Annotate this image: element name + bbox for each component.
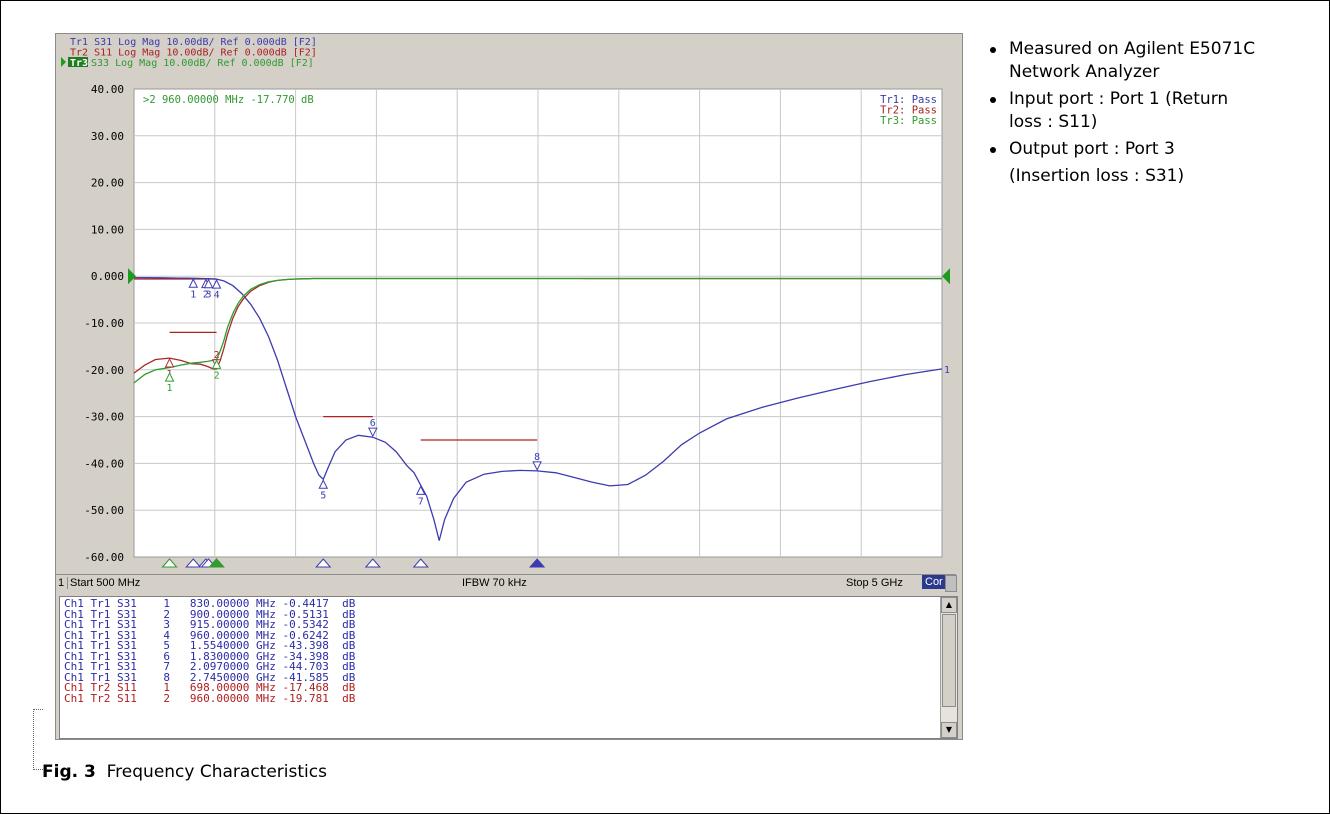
scroll-down-button[interactable]: ▼ <box>941 722 957 738</box>
y-tick-label: 10.00 <box>91 223 124 236</box>
axis-marker-indicator-icon[interactable] <box>364 558 381 568</box>
marker-table-row[interactable]: Ch1 Tr1 S31 8 2.7450000 GHz -41.585 dB <box>64 670 356 684</box>
marker-label: 1 <box>167 383 173 394</box>
status-bar: 1 Start 500 MHz IFBW 70 kHz Stop 5 GHz C… <box>56 574 957 592</box>
active-marker-readout: >2 960.00000 MHz -17.770 dB <box>143 94 314 106</box>
marker-label: 1 <box>190 289 196 300</box>
y-tick-label: 30.00 <box>91 130 124 143</box>
bullet-icon <box>990 97 996 103</box>
pass-status-label: Tr2: Pass <box>880 105 937 117</box>
marker-table-panel: Ch1 Tr1 S31 1 830.00000 MHz -0.4417 dB Ch… <box>59 596 958 739</box>
figure-caption: Fig. 3 Frequency Characteristics <box>42 762 327 782</box>
marker-triangle-icon[interactable] <box>415 485 426 495</box>
y-tick-label: 40.00 <box>91 83 124 96</box>
marker-label: 3 <box>205 290 211 301</box>
y-tick-label: 0.000 <box>91 270 124 283</box>
axis-marker-indicator-icon[interactable] <box>315 558 332 568</box>
note-text: Measured on Agilent E5071C <box>1009 39 1256 59</box>
marker-table-row[interactable]: Ch1 Tr1 S31 3 915.00000 MHz -0.5342 dB <box>64 618 356 631</box>
axis-marker-indicator-icon[interactable] <box>412 558 429 568</box>
marker-triangle-icon[interactable] <box>532 461 542 471</box>
series-line-s31 <box>133 276 943 541</box>
reference-right-arrow-icon <box>942 268 950 285</box>
marker-triangle-icon[interactable] <box>203 278 214 289</box>
axis-marker-indicator-icon[interactable] <box>161 558 178 568</box>
axis-marker-indicator-icon[interactable] <box>529 558 546 568</box>
marker-table-row[interactable]: Ch1 Tr1 S31 1 830.00000 MHz -0.4417 dB <box>64 597 356 610</box>
marker-label: 4 <box>214 290 220 301</box>
marker-label: 2 <box>214 370 220 381</box>
marker-triangle-icon[interactable] <box>211 359 222 369</box>
trace-header-tag: Tr3 <box>70 58 88 69</box>
y-tick-label: -20.00 <box>84 364 124 377</box>
correction-badge[interactable]: Cor <box>922 575 946 589</box>
marker-label: 2 <box>203 290 209 301</box>
y-tick-label: 20.00 <box>91 177 124 190</box>
marker-label: 6 <box>370 418 376 429</box>
y-tick-label: -30.00 <box>84 411 124 424</box>
marker-label: 5 <box>320 490 326 501</box>
active-trace-arrow-icon <box>61 57 66 67</box>
marker-table: Ch1 Tr1 S31 1 830.00000 MHz -0.4417 dB Ch… <box>64 597 934 705</box>
axis-marker-indicator-icon[interactable] <box>208 558 225 568</box>
pass-status-label: Tr3: Pass <box>880 115 937 127</box>
trace-header-label: S33 Log Mag 10.00dB/ Ref 0.000dB [F2] <box>91 58 314 69</box>
start-frequency: Start 500 MHz <box>70 577 141 589</box>
y-tick-label: -60.00 <box>84 551 124 564</box>
figure-number: Fig. 3 <box>42 762 96 782</box>
stop-frequency: Stop 5 GHz <box>846 577 903 589</box>
marker-triangle-icon[interactable] <box>211 279 222 289</box>
marker-table-row[interactable]: Ch1 Tr1 S31 6 1.8300000 GHz -34.398 dB <box>64 649 356 663</box>
marker-table-row[interactable]: Ch1 Tr1 S31 5 1.5540000 GHz -43.398 dB <box>64 639 356 652</box>
channel-number: 1 <box>58 577 69 589</box>
note-item-output-port: Output port : Port 3 <box>985 138 1315 161</box>
trace-header-label: Tr2 S11 Log Mag 10.00dB/ Ref 0.000dB [F2… <box>70 48 317 59</box>
y-tick-label: -40.00 <box>84 457 124 470</box>
bullet-icon <box>990 147 996 153</box>
bullet-icon <box>990 47 996 53</box>
marker-triangle-icon[interactable] <box>318 479 329 489</box>
marker-table-row[interactable]: Ch1 Tr2 S11 1 698.00000 MHz -17.468 dB <box>64 681 356 694</box>
note-text: Network Analyzer <box>1009 62 1160 82</box>
marker-label: 8 <box>534 452 540 463</box>
trace-end-label: 1 <box>944 365 950 376</box>
measurement-notes: Measured on Agilent E5071C Network Analyz… <box>985 38 1315 188</box>
marker-table-row[interactable]: Ch1 Tr2 S11 2 960.00000 MHz -19.781 dB <box>64 691 356 705</box>
marker-triangle-icon[interactable] <box>164 372 175 382</box>
scroll-up-button[interactable]: ▲ <box>941 597 957 613</box>
axis-marker-indicator-icon[interactable] <box>185 558 202 568</box>
ifbw-readout: IFBW 70 kHz <box>462 577 527 589</box>
series-line-s33 <box>133 277 942 384</box>
scroll-thumb[interactable] <box>942 614 956 707</box>
caption-bracket <box>33 709 43 770</box>
active-trace-tag[interactable] <box>68 57 88 67</box>
marker-triangle-icon[interactable] <box>367 427 378 438</box>
note-text: Output port : Port 3 <box>1009 139 1175 159</box>
marker-triangle-icon[interactable] <box>188 278 199 288</box>
figure-title: Frequency Characteristics <box>106 762 327 782</box>
marker-table-row[interactable]: Ch1 Tr1 S31 7 2.0970000 GHz -44.703 dB <box>64 660 356 673</box>
note-item-analyzer: Measured on Agilent E5071C Network Analyz… <box>985 38 1315 84</box>
marker-table-row[interactable]: Ch1 Tr1 S31 2 900.00000 MHz -0.5131 dB <box>64 607 356 621</box>
note-text: Input port : Port 1 (Return <box>1009 89 1229 109</box>
reference-left-arrow-icon <box>128 268 136 285</box>
note-item-input-port: Input port : Port 1 (Return loss : S11) <box>985 88 1315 134</box>
trace-header-label: Tr1 S31 Log Mag 10.00dB/ Ref 0.000dB [F2… <box>70 37 317 48</box>
status-end-box <box>945 575 957 592</box>
note-text: loss : S11) <box>1009 112 1098 132</box>
marker-label: 2 <box>214 350 220 361</box>
y-tick-label: -10.00 <box>84 317 124 330</box>
marker-label: 7 <box>418 496 424 507</box>
marker-table-row[interactable]: Ch1 Tr1 S31 4 960.00000 MHz -0.6242 dB <box>64 628 356 642</box>
pass-status-label: Tr1: Pass <box>880 94 937 106</box>
note-text: (Insertion loss : S31) <box>1009 166 1185 186</box>
marker-table-scrollbar[interactable]: ▲ ▼ <box>940 597 957 738</box>
y-tick-label: -50.00 <box>84 504 124 517</box>
marker-triangle-icon[interactable] <box>164 357 175 368</box>
